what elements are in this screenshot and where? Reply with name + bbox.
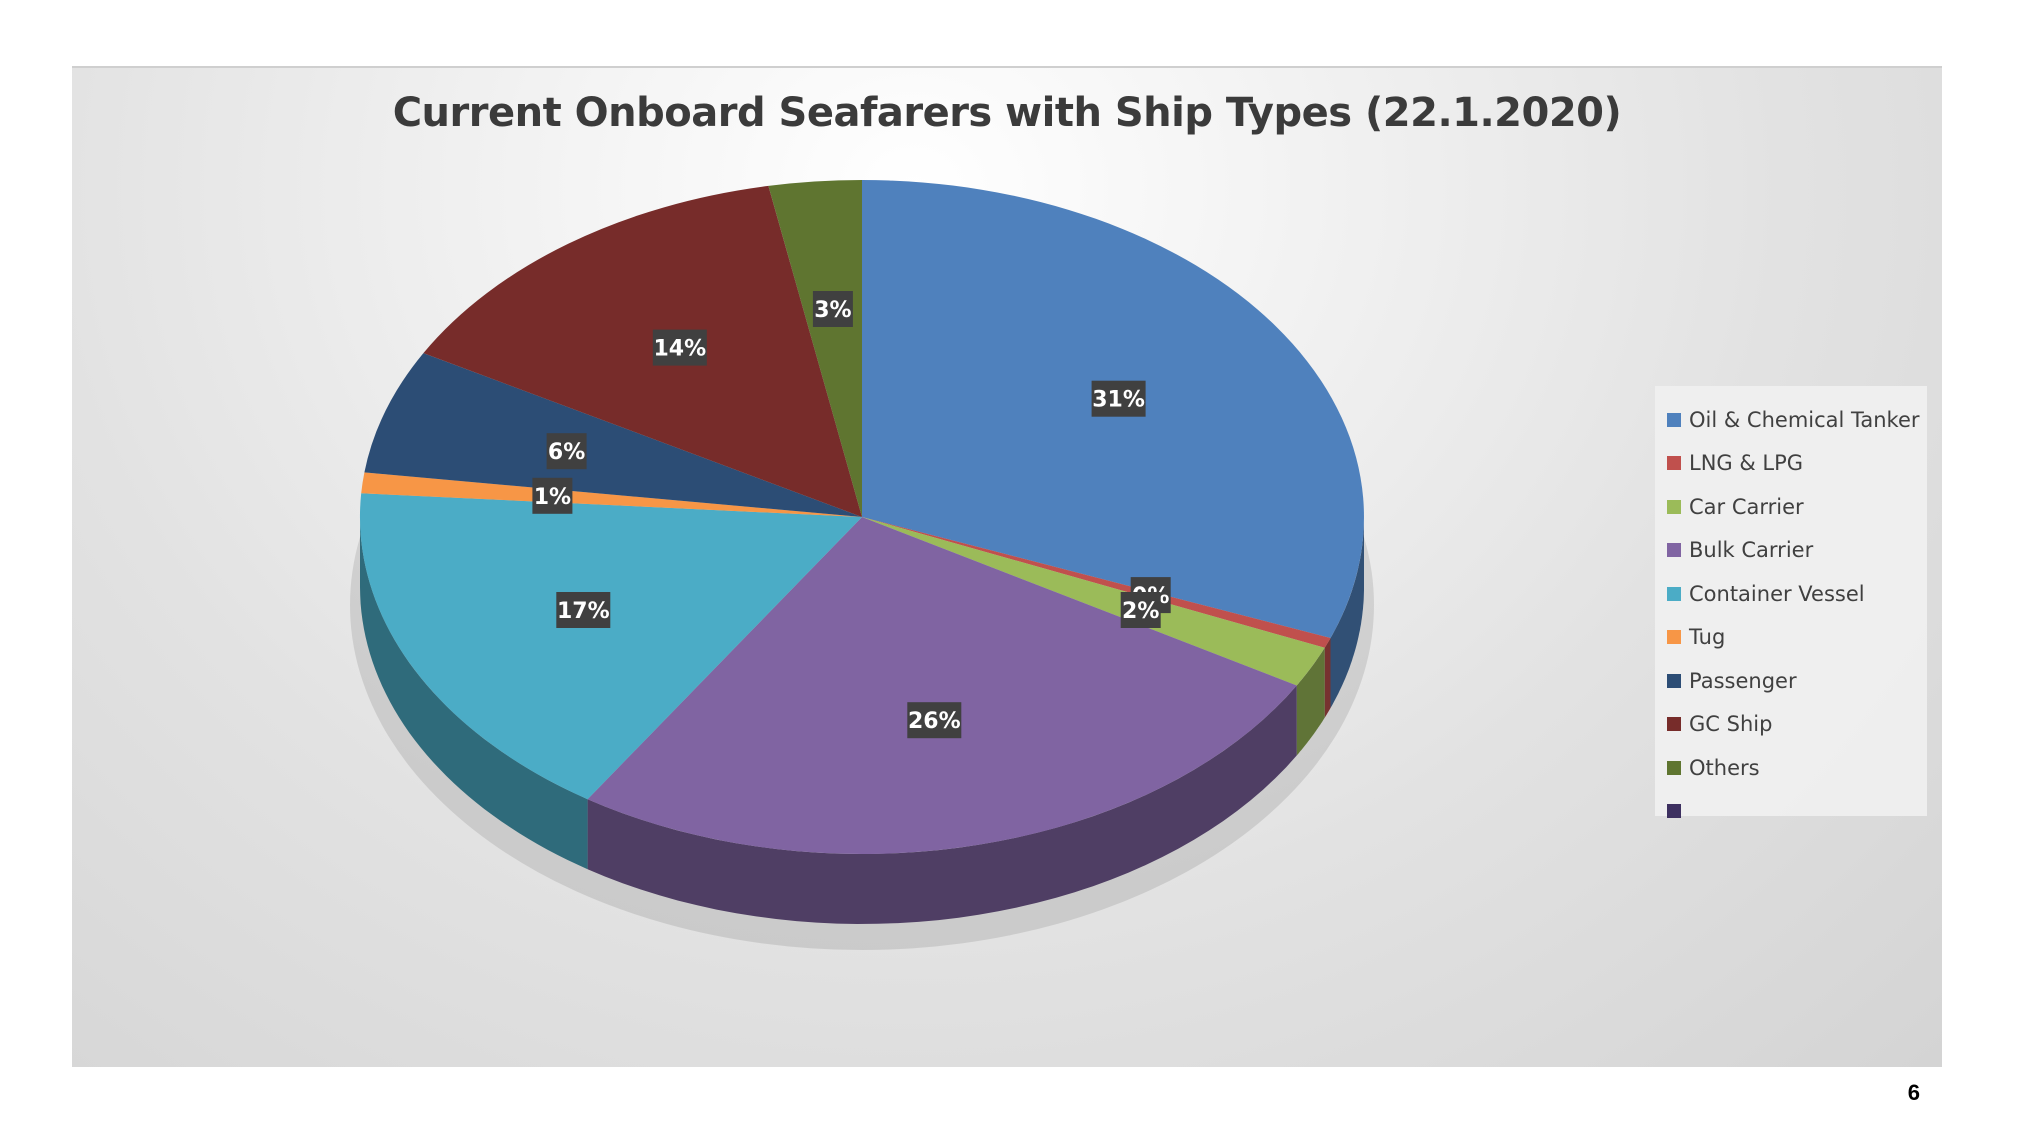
data-label-box — [1091, 380, 1146, 417]
data-label-bulk-carrier: 26% — [907, 702, 962, 739]
pie-slice-tug — [361, 472, 862, 517]
legend-item-oil-chemical-tanker: Oil & Chemical Tanker — [1667, 398, 1927, 442]
legend-label: Container Vessel — [1689, 581, 1865, 606]
data-label-box — [907, 702, 962, 739]
legend-label: Bulk Carrier — [1689, 538, 1814, 563]
data-label-tug: 1% — [532, 477, 573, 514]
legend-swatch — [1667, 412, 1681, 427]
legend-item-lng-lpg: LNG & LPG — [1667, 442, 1927, 486]
data-label-box — [546, 433, 587, 470]
data-label-text: 14% — [653, 337, 706, 362]
legend-swatch — [1667, 543, 1681, 558]
legend-swatch — [1667, 499, 1681, 514]
data-label-passenger: 6% — [546, 433, 587, 470]
data-label-text: 2% — [1122, 599, 1159, 624]
pie-slice-car-carrier — [862, 517, 1325, 686]
pie-slice-gc-ship — [423, 185, 862, 517]
legend-label: Car Carrier — [1689, 494, 1804, 519]
data-label-gc-ship: 14% — [652, 329, 707, 366]
legend-item-others: Others — [1667, 746, 1927, 790]
pie-slice-bulk-carrier — [587, 517, 1297, 854]
chart-title: Current Onboard Seafarers with Ship Type… — [392, 90, 1622, 136]
data-label-text: 6% — [548, 440, 585, 465]
legend-swatch — [1667, 673, 1681, 688]
legend-item-item-9 — [1667, 790, 1927, 834]
pie-side-oil-chemical-tanker — [1330, 517, 1364, 708]
legend-item-passenger: Passenger — [1667, 659, 1927, 703]
data-label-car-carrier: 2% — [1120, 592, 1161, 628]
legend-swatch — [1667, 717, 1681, 732]
data-label-text: 17% — [557, 599, 610, 624]
data-label-box — [812, 291, 853, 327]
legend-item-tug: Tug — [1667, 616, 1927, 660]
legend-label: Oil & Chemical Tanker — [1689, 407, 1920, 432]
pie-side-bulk-carrier — [587, 685, 1297, 924]
pie-chart: 31%0%2%26%17%1%6%14%3% — [350, 180, 1374, 950]
legend-swatch — [1667, 586, 1681, 601]
data-label-text: 26% — [908, 709, 961, 734]
data-label-text: 3% — [814, 298, 851, 323]
pie-slice-container-vessel — [359, 493, 862, 800]
page-number: 6 — [1907, 1080, 1920, 1105]
legend-swatch — [1667, 630, 1681, 645]
legend-label: GC Ship — [1689, 712, 1773, 737]
legend-item-gc-ship: GC Ship — [1667, 703, 1927, 747]
legend-swatch — [1667, 804, 1681, 819]
data-label-container-vessel: 17% — [556, 592, 611, 628]
data-label-box — [556, 592, 611, 628]
chart-panel: Current Onboard Seafarers with Ship Type… — [72, 66, 1942, 1067]
data-label-box — [532, 477, 573, 514]
data-label-text: 31% — [1092, 388, 1145, 413]
pie-slice-passenger — [364, 353, 862, 517]
pie-slice-lng-lpg — [862, 517, 1331, 648]
pie-slice-others — [768, 180, 862, 517]
legend-swatch — [1667, 760, 1681, 775]
pie-side-car-carrier — [1296, 647, 1325, 756]
legend-swatch — [1667, 456, 1681, 471]
data-label-box — [1120, 592, 1161, 628]
data-label-box — [652, 329, 707, 366]
pie-side-lng-lpg — [1324, 638, 1331, 718]
pie-side-container-vessel — [360, 517, 588, 870]
legend: Oil & Chemical Tanker LNG & LPG Car Carrie… — [1655, 386, 1927, 819]
data-label-others: 3% — [812, 291, 853, 327]
legend-label: Passenger — [1689, 668, 1797, 693]
pie-side-walls — [360, 517, 1364, 924]
legend-item-car-carrier: Car Carrier — [1667, 485, 1927, 529]
legend-label: LNG & LPG — [1689, 451, 1804, 476]
legend-item-container-vessel: Container Vessel — [1667, 572, 1927, 616]
legend-label: Tug — [1689, 625, 1726, 650]
legend-label: Others — [1689, 755, 1760, 780]
legend-item-bulk-carrier: Bulk Carrier — [1667, 529, 1927, 573]
data-label-oil-chemical-tanker: 31% — [1091, 380, 1146, 417]
data-label-text: 1% — [534, 485, 571, 510]
